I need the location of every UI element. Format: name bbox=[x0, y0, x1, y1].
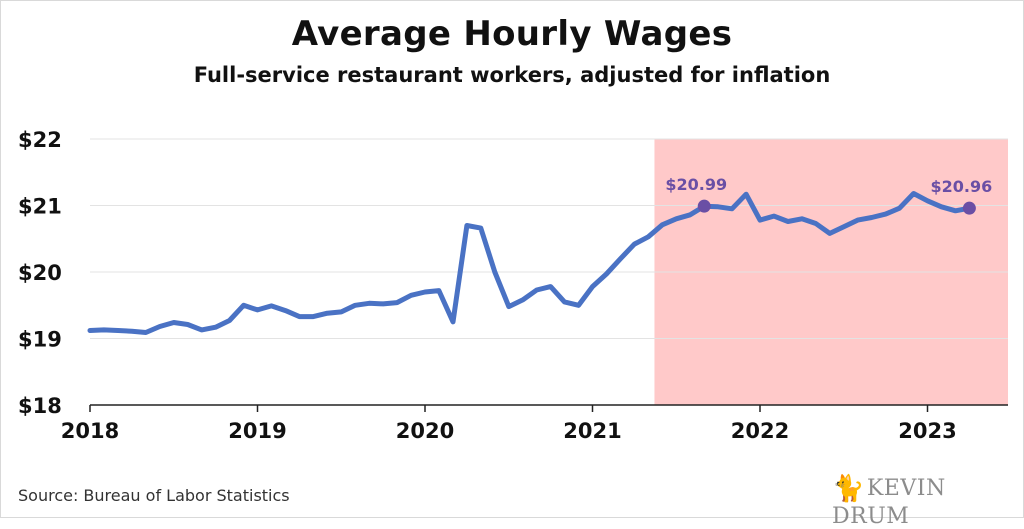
data-point-marker bbox=[962, 201, 976, 215]
data-label: $20.96 bbox=[931, 177, 993, 196]
x-tick-label: 2021 bbox=[563, 419, 621, 443]
x-tick-label: 2022 bbox=[731, 419, 789, 443]
series-line bbox=[87, 191, 972, 335]
x-tick-label: 2020 bbox=[396, 419, 454, 443]
x-tick-label: 2018 bbox=[61, 419, 119, 443]
cat-icon: 🐈 bbox=[832, 474, 865, 504]
y-tick-label: $22 bbox=[18, 128, 62, 152]
data-point-marker bbox=[697, 199, 711, 213]
x-tick-label: 2019 bbox=[228, 419, 286, 443]
kevin-drum-logo: 🐈KEVIN DRUM bbox=[832, 474, 1024, 529]
chart-title: Average Hourly Wages bbox=[291, 14, 733, 54]
y-tick-label: $18 bbox=[18, 394, 62, 418]
y-tick-label: $20 bbox=[18, 261, 62, 285]
y-tick-label: $19 bbox=[18, 328, 62, 352]
source-note: Source: Bureau of Labor Statistics bbox=[18, 486, 290, 505]
chart-subtitle: Full-service restaurant workers, adjuste… bbox=[193, 63, 831, 87]
line-chart: $18 $19 $20 $21 $22 2018 2019 2020 2021 2022 2023 $… bbox=[18, 128, 1008, 443]
x-tick-label: 2023 bbox=[898, 419, 956, 443]
y-tick-label: $21 bbox=[18, 195, 62, 219]
data-label: $20.99 bbox=[665, 175, 727, 194]
